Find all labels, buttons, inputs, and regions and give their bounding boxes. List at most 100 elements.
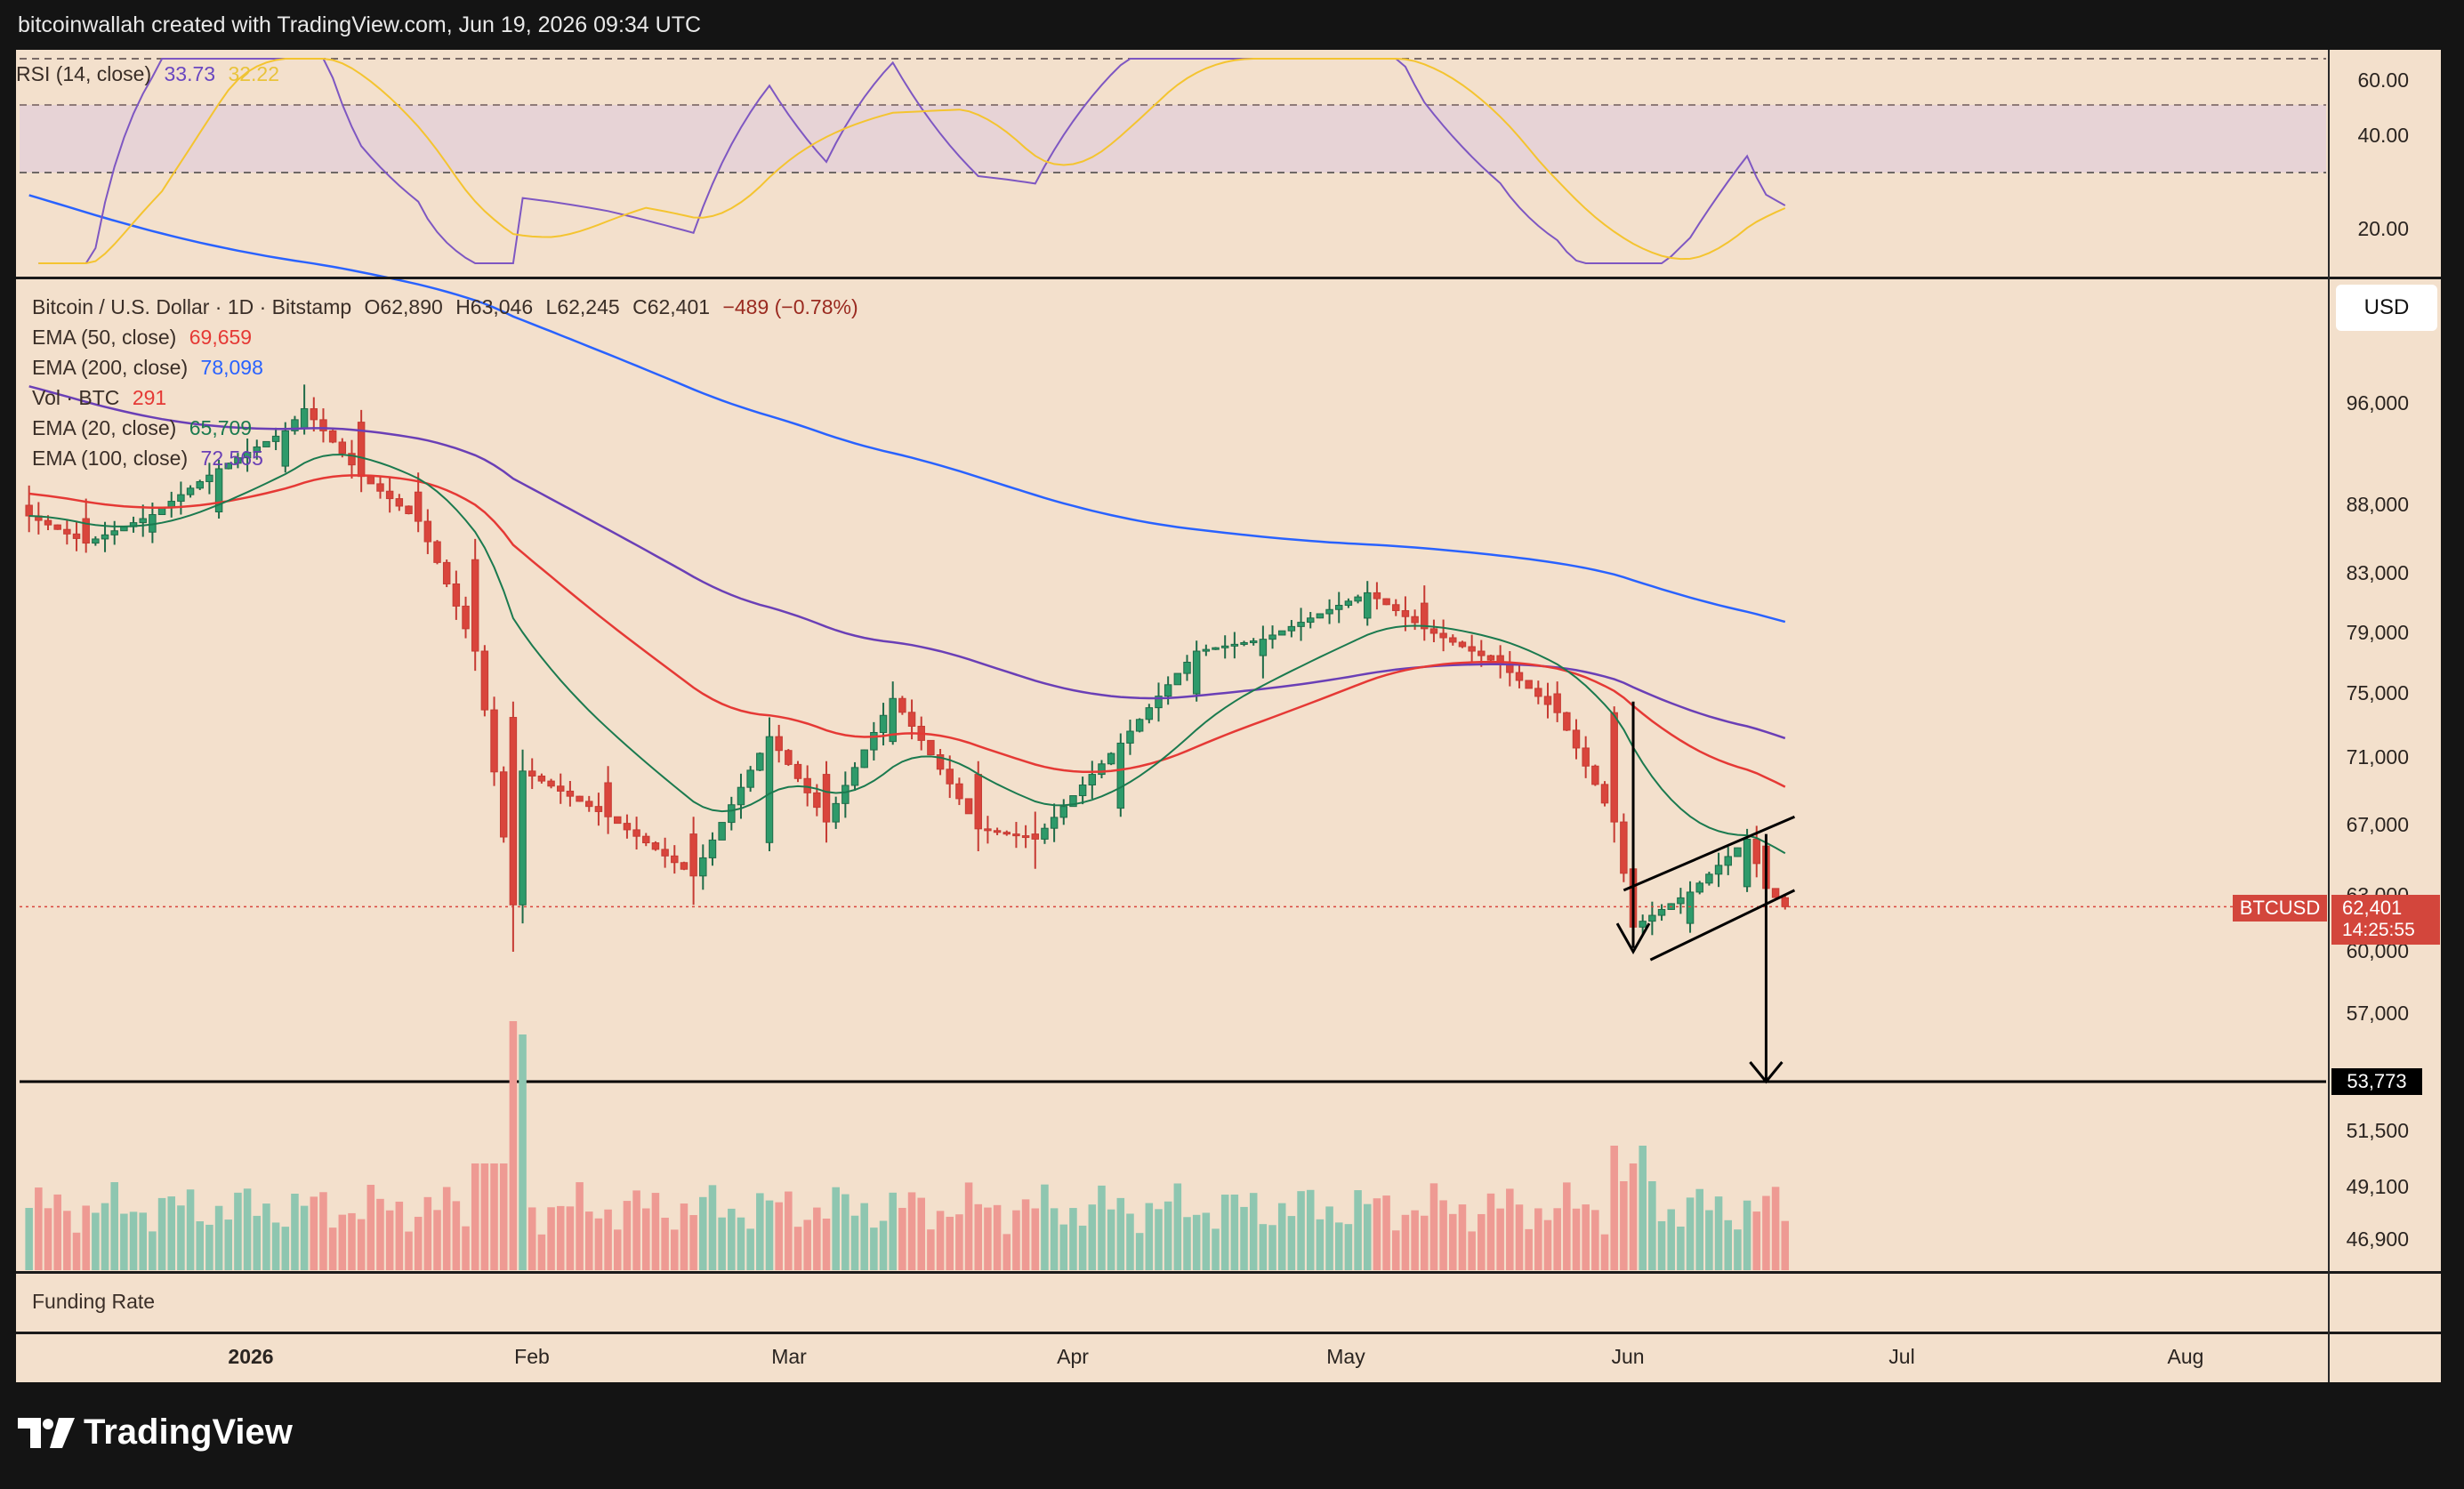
candle-body	[1212, 647, 1220, 650]
candle-body	[205, 474, 213, 482]
volume-bar	[44, 1208, 52, 1270]
candle-body	[689, 833, 697, 877]
volume-bar	[1003, 1234, 1011, 1270]
candle-body	[728, 804, 736, 824]
tradingview-logo[interactable]: TradingView	[18, 1413, 293, 1453]
volume-bar	[1714, 1196, 1723, 1270]
volume-bar	[1249, 1193, 1258, 1270]
rsi-pane-separator[interactable]	[16, 277, 2441, 279]
candle-body	[984, 828, 992, 832]
symbol-legend[interactable]: Bitcoin / U.S. Dollar · 1D · Bitstamp O6…	[32, 295, 858, 319]
volume-bar	[746, 1228, 754, 1270]
price-tick: 88,000	[2346, 493, 2409, 516]
volume-bar	[72, 1232, 81, 1270]
volume-bar	[1230, 1194, 1239, 1270]
candle-body	[1297, 622, 1305, 627]
volume-bar	[1135, 1233, 1144, 1270]
candle-body	[338, 441, 347, 455]
candle-body	[395, 498, 404, 507]
last-price-tag[interactable]: 62,401 14:25:55	[2331, 895, 2440, 945]
funding-pane-separator[interactable]	[16, 1271, 2441, 1274]
price-tick: 79,000	[2346, 621, 2409, 644]
volume-bar	[1382, 1195, 1390, 1270]
candle-body	[927, 739, 935, 756]
volume-bar	[651, 1193, 660, 1270]
candle-body	[718, 822, 726, 841]
candle-body	[1003, 832, 1011, 835]
ema20-line	[28, 454, 1786, 855]
volume-legend[interactable]: Vol · BTC 291	[32, 386, 166, 410]
candle-body	[177, 494, 185, 503]
candle-body	[433, 541, 441, 563]
funding-rate-label[interactable]: Funding Rate	[32, 1290, 156, 1313]
candle-body	[566, 790, 575, 797]
symbol-price-tag[interactable]: BTCUSD	[2233, 895, 2327, 922]
candle-body	[1088, 774, 1097, 786]
ohlc-high: H63,046	[455, 295, 534, 318]
ema20-legend-label: EMA (20, close)	[32, 416, 177, 439]
volume-bar	[509, 1021, 518, 1270]
volume-bar	[196, 1221, 205, 1270]
candle-body	[1639, 921, 1647, 928]
volume-bar	[927, 1229, 935, 1270]
candle-body	[1344, 600, 1353, 607]
ema100-legend[interactable]: EMA (100, close) 72,565	[32, 447, 263, 471]
candle-body	[291, 419, 299, 431]
volume-bar	[870, 1227, 878, 1270]
ema200-legend-value: 78,098	[200, 356, 263, 379]
volume-bar	[765, 1200, 774, 1270]
volume-bar	[917, 1197, 925, 1270]
candle-body	[1743, 838, 1751, 888]
candle-body	[651, 842, 660, 850]
candle-body	[860, 749, 868, 769]
price-tick: 49,100	[2346, 1175, 2409, 1198]
candle-body	[1098, 763, 1106, 776]
ema20-legend[interactable]: EMA (20, close) 65,709	[32, 416, 252, 440]
volume-bar	[604, 1209, 612, 1270]
volume-bar	[1695, 1188, 1703, 1270]
volume-bar	[1762, 1195, 1770, 1270]
volume-bar	[1192, 1214, 1201, 1270]
volume-bar	[129, 1211, 138, 1270]
candle-body	[1734, 847, 1742, 857]
candle-body	[1041, 827, 1049, 840]
ema50-legend[interactable]: EMA (50, close) 69,659	[32, 326, 252, 350]
candle-body	[699, 857, 707, 877]
candle-body	[139, 518, 147, 524]
rsi-tick-20: 20.00	[2357, 217, 2409, 240]
candle-body	[376, 483, 384, 492]
target-price-tag[interactable]: 53,773	[2331, 1068, 2422, 1095]
volume-bar	[1553, 1208, 1561, 1270]
ema200-legend[interactable]: EMA (200, close) 78,098	[32, 356, 263, 380]
volume-bar	[1240, 1206, 1248, 1270]
candle-body	[366, 476, 375, 485]
volume-bar	[1752, 1211, 1761, 1270]
ohlc-open: O62,890	[364, 295, 443, 318]
ema200-legend-label: EMA (200, close)	[32, 356, 189, 379]
candle-body	[499, 771, 508, 838]
currency-button[interactable]: USD	[2336, 285, 2437, 331]
volume-bar	[1610, 1146, 1618, 1270]
volume-bar	[1439, 1200, 1447, 1270]
candle-body	[101, 534, 109, 540]
volume-bar	[566, 1206, 575, 1270]
candle-body	[300, 407, 309, 430]
volume-bar	[243, 1188, 252, 1270]
candle-body	[1648, 914, 1656, 922]
volume-bar	[53, 1194, 61, 1270]
candle-body	[708, 839, 717, 858]
volume-bar	[110, 1182, 118, 1270]
volume-bar	[1620, 1181, 1628, 1270]
candle-body	[1781, 897, 1790, 907]
volume-bar	[1449, 1213, 1457, 1270]
volume-bar	[271, 1222, 280, 1270]
volume-bar	[993, 1204, 1002, 1270]
x-tick-feb: Feb	[514, 1345, 550, 1368]
volume-bar	[547, 1207, 555, 1270]
last-price-value: 62,401	[2342, 897, 2403, 919]
volume-bar	[1496, 1208, 1504, 1270]
candle-body	[405, 505, 413, 515]
rsi-legend[interactable]: RSI (14, close) 33.73 32.22	[16, 62, 279, 86]
candle-body	[1012, 833, 1020, 837]
